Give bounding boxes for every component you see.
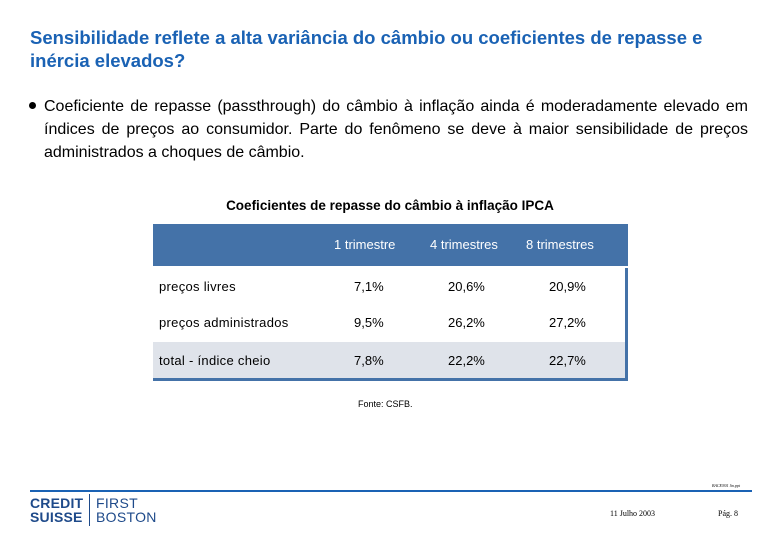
- table-row: preços livres 7,1% 20,6% 20,9%: [153, 268, 625, 304]
- cell-value: 27,2%: [549, 315, 586, 330]
- logo-text-first: FIRST: [96, 495, 138, 511]
- table-row: total - índice cheio 7,8% 22,2% 22,7%: [153, 342, 625, 378]
- row-label: preços livres: [159, 279, 236, 294]
- table-body: preços livres 7,1% 20,6% 20,9% preços ad…: [153, 268, 628, 381]
- column-header-1-trimestre: 1 trimestre: [334, 237, 396, 252]
- bullet-dot-icon: [29, 102, 36, 109]
- logo-divider: [89, 494, 90, 526]
- bullet-text: Coeficiente de repasse (passthrough) do …: [44, 98, 748, 161]
- page-number: Pág. 8: [718, 509, 738, 518]
- cell-value: 22,7%: [549, 353, 586, 368]
- footer-divider: [30, 490, 752, 492]
- slide-title: Sensibilidade reflete a alta variância d…: [30, 27, 703, 71]
- cell-value: 7,1%: [354, 279, 384, 294]
- logo-text-credit: CREDIT: [30, 495, 84, 511]
- logo-text-boston: BOSTON: [96, 509, 157, 525]
- column-header-4-trimestres: 4 trimestres: [430, 237, 498, 252]
- cell-value: 9,5%: [354, 315, 384, 330]
- column-header-8-trimestres: 8 trimestres: [526, 237, 594, 252]
- file-code: BACEN01 lin.ppt: [712, 483, 740, 488]
- cell-value: 7,8%: [354, 353, 384, 368]
- table-source: Fonte: CSFB.: [358, 399, 413, 409]
- cell-value: 26,2%: [448, 315, 485, 330]
- cell-value: 20,6%: [448, 279, 485, 294]
- row-label: total - índice cheio: [159, 353, 271, 368]
- footer-date: 11 Julho 2003: [610, 509, 656, 518]
- table-row: preços administrados 9,5% 26,2% 27,2%: [153, 304, 625, 340]
- row-label: preços administrados: [159, 315, 289, 330]
- bullet-point: Coeficiente de repasse (passthrough) do …: [28, 95, 748, 164]
- logo-text-suisse: SUISSE: [30, 509, 83, 525]
- cell-value: 20,9%: [549, 279, 586, 294]
- cell-value: 22,2%: [448, 353, 485, 368]
- table-header: 1 trimestre 4 trimestres 8 trimestres: [153, 224, 628, 266]
- table-caption: Coeficientes de repasse do câmbio à infl…: [226, 198, 554, 213]
